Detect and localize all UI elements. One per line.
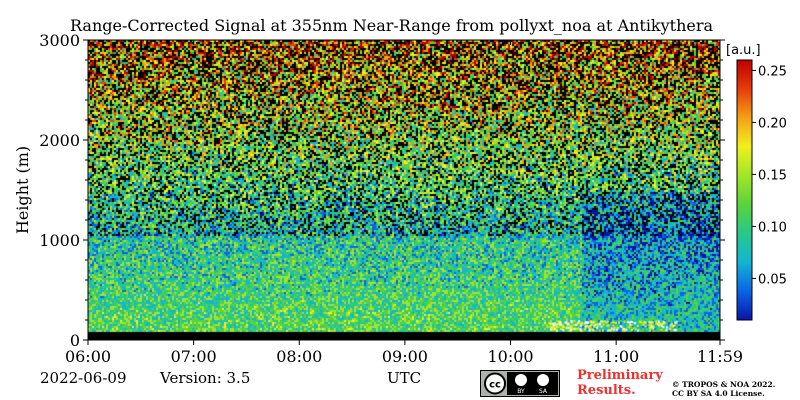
y-axis-label: Height (m) — [13, 146, 32, 234]
x-tick-label: 11:00 — [593, 347, 639, 366]
plot-frame — [87, 39, 721, 341]
copyright-line-2: CC BY SA 4.0 License. — [672, 389, 765, 398]
x-axis-label: UTC — [387, 369, 422, 387]
colorbar-unit: [a.u.] — [726, 43, 761, 58]
colorbar-tick-label: 0.05 — [758, 272, 787, 287]
x-tick-label: 10:00 — [487, 347, 533, 366]
by-text: BY — [517, 388, 525, 395]
x-tick-label: 06:00 — [65, 347, 111, 366]
colorbar — [736, 59, 753, 321]
cc-text: cc — [489, 380, 501, 391]
x-tick-label: 08:00 — [276, 347, 322, 366]
preliminary-notice: Preliminary Results. — [577, 368, 663, 398]
y-tick-label: 3000 — [39, 31, 80, 50]
x-tick-label: 07:00 — [171, 347, 217, 366]
y-tick-label: 2000 — [39, 131, 80, 150]
preliminary-line-2: Results. — [577, 383, 636, 398]
x-tick-label: 09:00 — [382, 347, 428, 366]
preliminary-line-1: Preliminary — [577, 368, 663, 383]
colorbar-tick-label: 0.10 — [758, 220, 787, 235]
x-tick-label: 11:59 — [697, 347, 743, 366]
date-label: 2022-06-09 — [40, 369, 127, 387]
copyright-line-1: © TROPOS & NOA 2022. — [672, 380, 776, 389]
version-label: Version: 3.5 — [160, 369, 251, 387]
colorbar-tick-label: 0.20 — [758, 116, 787, 131]
sa-text: SA — [539, 388, 548, 395]
copyright-notice: © TROPOS & NOA 2022. CC BY SA 4.0 Licens… — [672, 380, 775, 398]
chart-title: Range-Corrected Signal at 355nm Near-Ran… — [70, 16, 714, 35]
cc-logo-icon: cc BY SA — [484, 372, 558, 395]
y-tick-label: 0 — [70, 331, 80, 350]
colorbar-tick-label: 0.25 — [758, 64, 787, 79]
colorbar-tick-label: 0.15 — [758, 168, 787, 183]
y-tick-label: 1000 — [39, 231, 80, 250]
cc-license-badge: cc BY SA — [480, 370, 560, 397]
heatmap-image — [88, 40, 720, 340]
